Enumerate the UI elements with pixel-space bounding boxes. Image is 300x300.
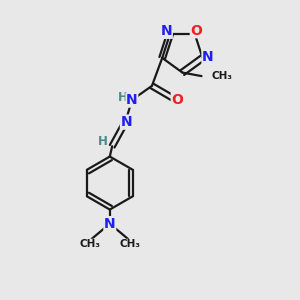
Text: CH₃: CH₃ [119,239,140,249]
Text: H: H [98,135,108,148]
Text: N: N [202,50,214,64]
Text: O: O [171,93,183,107]
Text: N: N [104,217,116,231]
Text: CH₃: CH₃ [211,71,232,81]
Text: N: N [160,24,172,38]
Text: H: H [118,91,128,103]
Text: N: N [121,115,132,129]
Text: N: N [126,93,138,107]
Text: CH₃: CH₃ [80,239,100,249]
Text: O: O [190,24,202,38]
